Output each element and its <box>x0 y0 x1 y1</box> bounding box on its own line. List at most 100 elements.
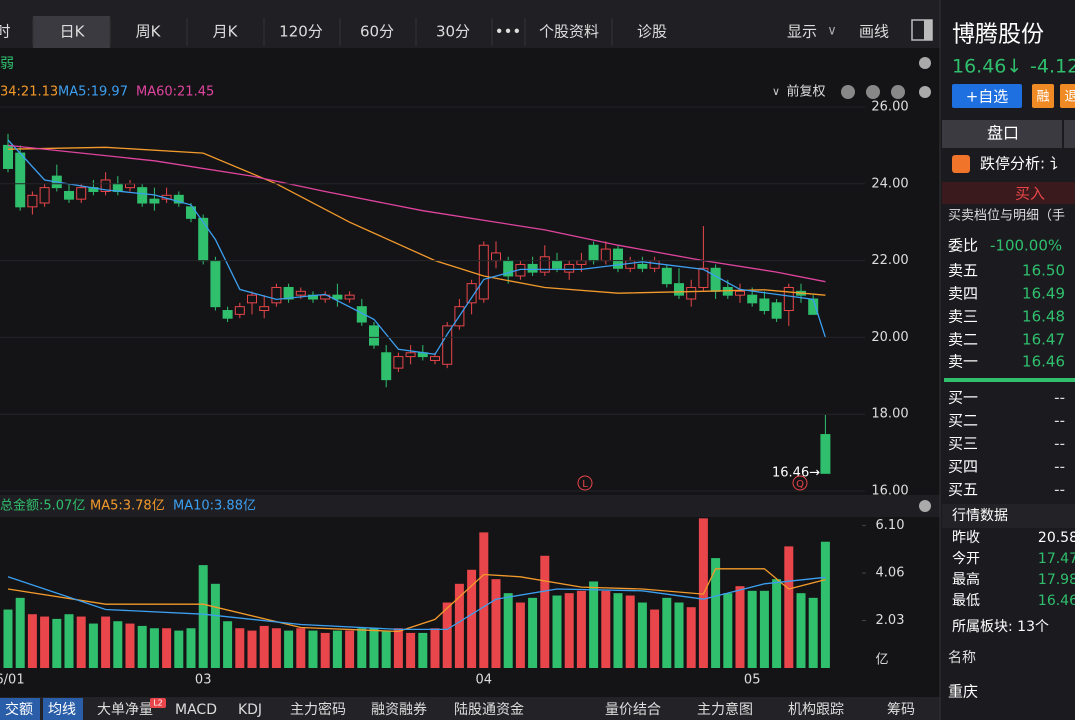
bid-price: -- <box>1054 458 1065 476</box>
volume-bar <box>125 623 135 668</box>
candle-body <box>771 302 782 319</box>
indicator-tab[interactable]: 大单净量 <box>97 702 153 718</box>
bid-price: -- <box>1054 389 1065 407</box>
icon[interactable] <box>841 85 855 99</box>
toolbar-tab[interactable]: 60分 <box>360 23 394 41</box>
marker <box>577 475 593 491</box>
volume-bar <box>223 621 233 668</box>
volume-bar <box>137 625 147 668</box>
indicator-tab[interactable]: KDJ <box>238 702 262 718</box>
sector-row[interactable]: 重庆 <box>948 683 978 701</box>
volume-bar <box>601 590 611 668</box>
gear[interactable] <box>919 500 931 512</box>
icon[interactable] <box>891 85 905 99</box>
candle-body <box>820 434 831 474</box>
candle-body <box>576 260 587 265</box>
panel-tab-label[interactable]: 盘口 <box>987 124 1019 143</box>
buy-tab[interactable]: 买入 <box>1015 185 1045 203</box>
candle-body <box>295 290 306 296</box>
draw-button[interactable]: 画线 <box>859 23 889 41</box>
volume-bar <box>784 546 794 668</box>
x-tick-label: 05 <box>744 673 761 688</box>
tag <box>1060 84 1075 108</box>
volume-bar <box>186 628 196 668</box>
candle-body <box>747 294 758 304</box>
quote-label: 最高 <box>952 571 980 588</box>
indicator-tab[interactable]: 主力密码 <box>290 701 346 718</box>
dropdown-arrow: ∨ <box>827 24 837 39</box>
unit-label: 亿 <box>875 653 888 668</box>
zoom-icons[interactable] <box>841 85 905 99</box>
toolbar-tab[interactable]: 周K <box>136 23 162 41</box>
indicator-tab[interactable]: 机构跟踪 <box>788 702 844 718</box>
ask-price: 16.50 <box>1022 262 1065 280</box>
indicator-tab[interactable]: 均线 <box>48 702 76 718</box>
indicator-tab[interactable]: MACD <box>175 702 217 718</box>
toolbar-tab[interactable]: 个股资料 <box>539 23 599 41</box>
volume-bar <box>503 593 513 668</box>
gear[interactable] <box>919 86 931 98</box>
volume-bar <box>406 632 416 668</box>
quote-label: 今开 <box>952 551 980 567</box>
volume-bar <box>284 630 294 668</box>
candle-body <box>271 286 282 304</box>
indicator-tab[interactable]: 筹码 <box>887 701 915 718</box>
indicator-tab[interactable]: 交额 <box>5 701 33 718</box>
ask-price: 16.47 <box>1022 331 1065 349</box>
bid-price: -- <box>1054 481 1065 499</box>
toolbar-tab[interactable]: 120分 <box>279 23 323 41</box>
volume-bar <box>796 593 806 668</box>
display-menu[interactable]: 显示 <box>787 23 817 41</box>
panel-tab[interactable] <box>942 120 1062 148</box>
y-tick-label: 2.03 <box>876 613 905 628</box>
candle-body <box>661 267 672 285</box>
quote-title: 行情数据 <box>952 508 1008 524</box>
toolbar-tab[interactable]: 月K <box>213 23 239 41</box>
volume-bar <box>686 607 696 668</box>
y-tick-label: 4.06 <box>876 566 905 581</box>
volume-bar <box>320 632 330 668</box>
icon[interactable] <box>866 85 880 99</box>
candle-body <box>344 294 355 300</box>
strength-label: 弱 <box>0 56 14 72</box>
candle-body <box>588 244 599 262</box>
ask-label: 卖二 <box>948 331 978 349</box>
bottom-bar <box>0 697 940 720</box>
toolbar-tab[interactable]: 30分 <box>436 23 470 41</box>
volume-bar <box>162 628 172 668</box>
candle-body <box>625 260 636 269</box>
ma-line <box>7 144 826 283</box>
watch-label[interactable]: +自选 <box>966 88 1009 106</box>
toolbar-tab[interactable]: 诊股 <box>637 23 667 41</box>
legend-entry: MA5:19.97 <box>58 85 128 100</box>
candle-body <box>686 286 697 300</box>
legend-entry: 34:21.13 <box>0 85 58 100</box>
indicator-tab[interactable]: 量价结合 <box>605 702 661 718</box>
tag-label: 融 <box>1036 90 1049 105</box>
volume-bar <box>528 597 538 668</box>
stock-change: -4.12 <box>1030 56 1075 78</box>
toolbar-tab[interactable]: 日K <box>60 23 86 41</box>
y-tick-label: 16.00 <box>871 484 908 499</box>
volume-bar <box>674 602 684 668</box>
panel-tab[interactable] <box>1064 120 1075 148</box>
volume-bar <box>357 628 367 668</box>
volume-bar <box>479 532 489 668</box>
toolbar-tab[interactable]: 时 <box>0 23 11 41</box>
indicator-tab[interactable]: 陆股通资金 <box>454 702 524 718</box>
indicator-tab[interactable]: 融资融券 <box>371 702 427 718</box>
y-tick-label: 18.00 <box>871 407 908 422</box>
volume-bar <box>552 595 562 668</box>
ask-price: 16.48 <box>1022 308 1065 326</box>
candle-body <box>735 290 745 296</box>
volume-bar <box>711 558 721 668</box>
volume-bar <box>76 616 86 668</box>
bid-label: 买三 <box>948 435 978 453</box>
candle-body <box>466 283 477 304</box>
indicator-tab[interactable]: 主力意图 <box>697 701 753 718</box>
toolbar-tab[interactable]: ••• <box>495 23 522 41</box>
ask-label: 卖五 <box>948 262 978 280</box>
gear[interactable] <box>919 57 931 69</box>
watch-button[interactable] <box>952 84 1022 108</box>
adjust-menu[interactable]: 前复权 <box>786 84 825 100</box>
